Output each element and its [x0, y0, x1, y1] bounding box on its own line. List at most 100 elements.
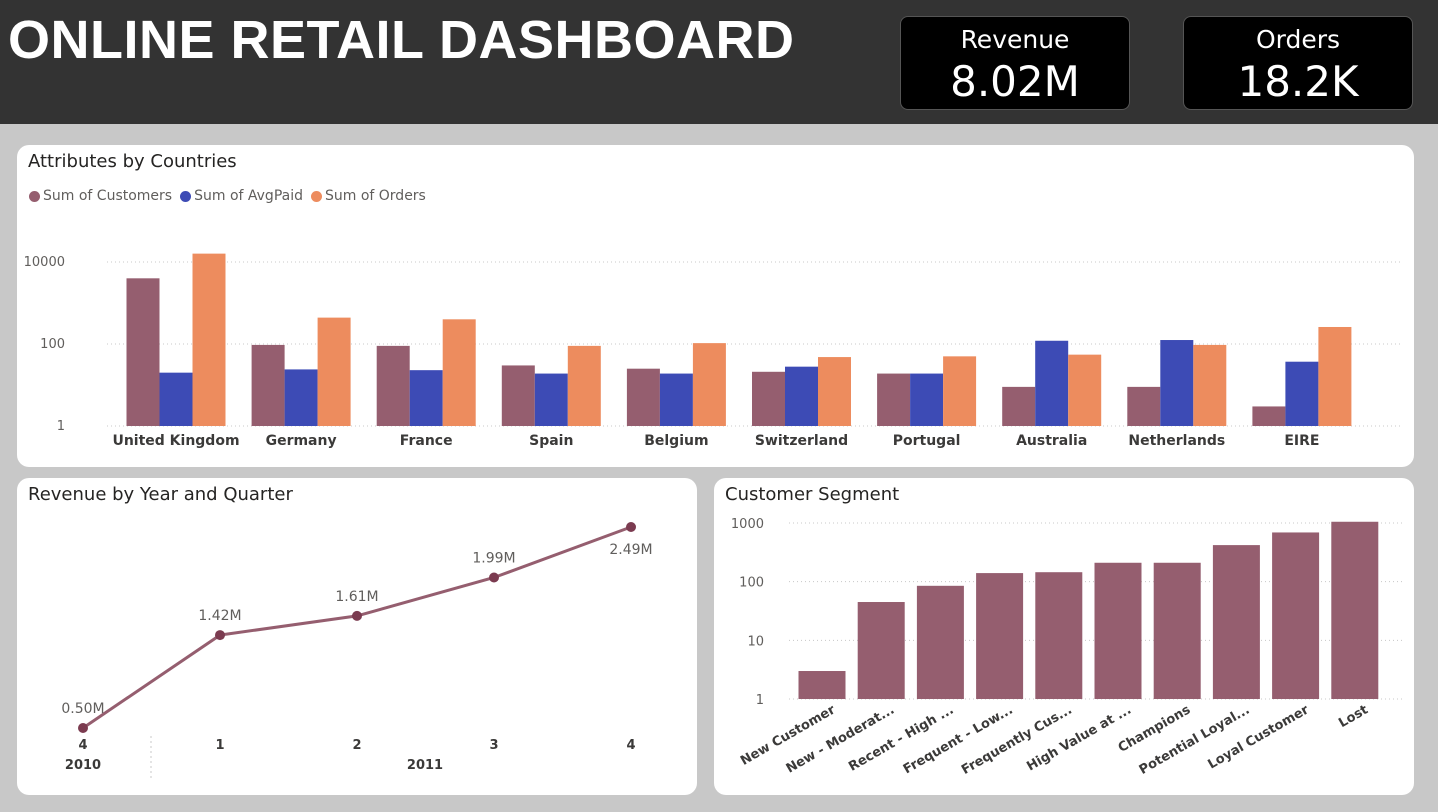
- bar-customers: [501, 365, 535, 426]
- dashboard-header: ONLINE RETAIL DASHBOARD Revenue 8.02M Or…: [0, 0, 1438, 124]
- legend-item-avgpaid[interactable]: Sum of AvgPaid: [180, 188, 303, 204]
- legend-item-customers[interactable]: Sum of Customers: [29, 188, 172, 204]
- data-label: 0.50M: [61, 701, 104, 717]
- segment-bar: [1035, 572, 1083, 699]
- data-label: 2.49M: [609, 542, 652, 558]
- attributes-legend: Sum of Customers Sum of AvgPaid Sum of O…: [29, 188, 426, 204]
- x-year-label: 2011: [407, 758, 443, 773]
- bar-avgpaid: [910, 373, 944, 426]
- revenue-kpi-card[interactable]: Revenue 8.02M: [900, 16, 1130, 110]
- legend-label-orders: Sum of Orders: [324, 188, 426, 204]
- revenue-chart-title: Revenue by Year and Quarter: [28, 484, 293, 505]
- segment-bar: [857, 602, 905, 699]
- legend-label-customers: Sum of Customers: [43, 188, 173, 204]
- legend-swatch-avgpaid: [180, 190, 192, 202]
- attributes-chart-title: Attributes by Countries: [28, 151, 237, 172]
- x-tick-label: Potential Loyal...: [1137, 702, 1253, 777]
- revenue-point: [626, 522, 636, 532]
- bar-customers: [251, 344, 285, 426]
- bar-avgpaid: [1285, 361, 1319, 426]
- revenue-point: [352, 610, 362, 621]
- revenue-by-quarter-card[interactable]: Revenue by Year and Quarter 0.50M 4 1.42M 1…: [17, 478, 697, 795]
- bar-customers: [626, 368, 660, 426]
- bar-orders: [442, 319, 476, 426]
- bar-avgpaid: [1035, 340, 1069, 426]
- x-tick-label: 4: [626, 738, 635, 753]
- segment-bar: [916, 585, 964, 699]
- revenue-line-chart[interactable]: 0.50M 4 1.42M 1 1.61M 2 1.99M 3 2.49M 4 2010 2011: [17, 478, 697, 795]
- segment-bar: [798, 671, 846, 699]
- x-tick-label: Frequent - Low...: [901, 702, 1016, 777]
- bar-customers: [126, 278, 160, 426]
- orders-kpi-label: Orders: [1255, 25, 1341, 54]
- bar-avgpaid: [659, 373, 693, 426]
- bar-customers: [1252, 406, 1286, 426]
- data-label: 1.42M: [198, 608, 241, 624]
- bar-orders: [1068, 354, 1102, 426]
- y-tick-label: 100: [739, 576, 764, 591]
- revenue-kpi-value: 8.02M: [950, 57, 1080, 106]
- bar-avgpaid: [1160, 340, 1194, 426]
- segment-bar: [1153, 562, 1201, 699]
- legend-label-avgpaid: Sum of AvgPaid: [194, 188, 303, 204]
- data-label: 1.61M: [335, 589, 378, 605]
- x-tick-label: New - Moderat...: [784, 702, 897, 776]
- y-tick-label: 1: [756, 693, 764, 708]
- revenue-line: [82, 525, 632, 730]
- customer-segment-card[interactable]: Customer Segment 1000 100 10 1 New Customer N…: [714, 478, 1414, 795]
- x-tick-label: United Kingdom: [112, 433, 239, 449]
- x-tick-label: 1: [215, 738, 224, 753]
- bar-customers: [877, 373, 911, 426]
- bar-orders: [1193, 344, 1227, 426]
- y-tick-label: 10000: [24, 255, 65, 270]
- segment-bar: [1272, 532, 1320, 699]
- x-tick-label: EIRE: [1284, 433, 1319, 449]
- x-tick-label: Switzerland: [755, 433, 848, 449]
- bar-customers: [1002, 386, 1036, 426]
- segment-bar: [976, 573, 1024, 699]
- bar-orders: [192, 253, 226, 426]
- x-tick-label: Germany: [266, 433, 337, 449]
- bar-customers: [752, 371, 785, 426]
- segment-chart-title: Customer Segment: [725, 484, 900, 505]
- x-tick-label: Belgium: [644, 433, 708, 449]
- bar-customers: [1127, 386, 1161, 426]
- y-tick-label: 1000: [731, 517, 764, 532]
- legend-swatch-customers: [29, 190, 40, 202]
- orders-kpi-card[interactable]: Orders 18.2K: [1183, 16, 1413, 110]
- x-tick-label: Spain: [529, 433, 573, 449]
- x-tick-label: Frequently Cus...: [959, 702, 1075, 777]
- dashboard-title: ONLINE RETAIL DASHBOARD: [8, 10, 795, 70]
- bar-orders: [943, 356, 977, 426]
- bar-avgpaid: [159, 372, 193, 426]
- revenue-kpi-label: Revenue: [960, 25, 1070, 54]
- revenue-point: [489, 572, 499, 583]
- bar-orders: [1318, 326, 1352, 426]
- segment-bar: [1094, 562, 1142, 699]
- x-tick-label: 4: [78, 738, 87, 753]
- x-tick-label: New Customer: [738, 702, 838, 769]
- x-tick-label: Loyal Customer: [1205, 702, 1312, 772]
- bar-orders: [567, 345, 601, 426]
- x-tick-label: Lost: [1336, 702, 1370, 731]
- bar-orders: [692, 343, 726, 426]
- x-tick-label: 3: [489, 738, 498, 753]
- bar-avgpaid: [785, 366, 818, 426]
- y-tick-label: 10: [747, 634, 764, 649]
- revenue-point: [78, 723, 88, 733]
- bar-orders: [317, 317, 351, 426]
- attributes-by-countries-card[interactable]: Attributes by Countries Sum of Customers…: [17, 145, 1414, 467]
- x-tick-label: Netherlands: [1128, 433, 1225, 449]
- legend-item-orders[interactable]: Sum of Orders: [310, 188, 426, 204]
- orders-kpi-value: 18.2K: [1237, 57, 1359, 106]
- attributes-bar-chart[interactable]: 10000 100 1 United Kingdom Germany France Spai…: [17, 145, 1414, 467]
- x-tick-label: High Value at ...: [1024, 702, 1134, 774]
- bar-customers: [376, 345, 410, 426]
- x-tick-label: Portugal: [893, 433, 961, 449]
- x-tick-label: France: [400, 433, 453, 449]
- bar-avgpaid: [284, 369, 318, 426]
- y-tick-label: 1: [57, 419, 65, 434]
- revenue-point: [215, 630, 225, 641]
- bar-avgpaid: [534, 373, 568, 426]
